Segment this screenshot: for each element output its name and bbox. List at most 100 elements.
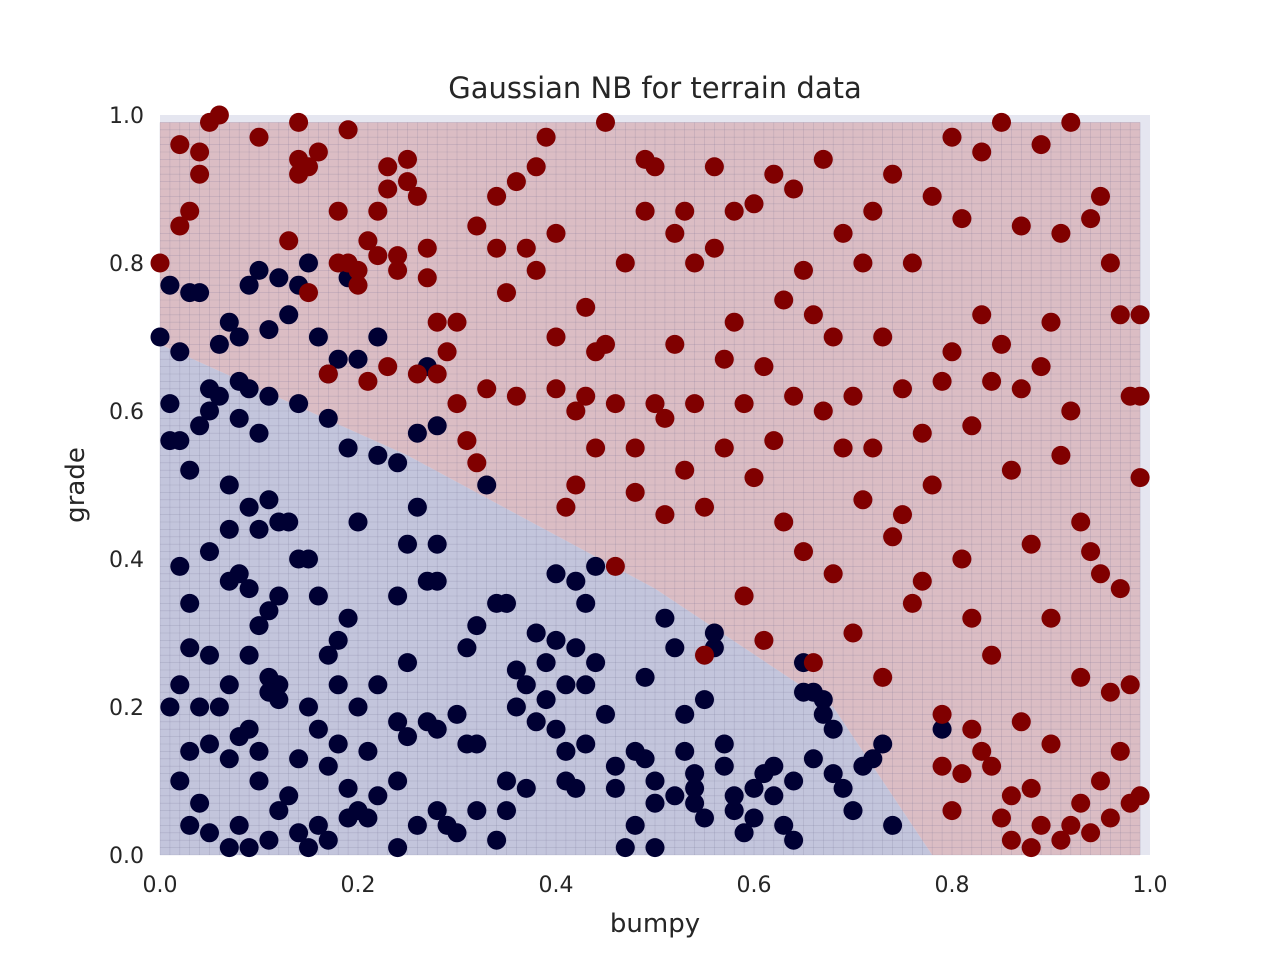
red-data-point — [823, 564, 843, 584]
red-data-point — [853, 490, 873, 510]
blue-data-point — [338, 608, 358, 628]
red-data-point — [744, 194, 764, 214]
red-data-point — [774, 290, 794, 310]
red-data-point — [982, 371, 1002, 391]
red-data-point — [734, 394, 754, 414]
blue-data-point — [566, 638, 586, 658]
blue-data-point — [219, 475, 239, 495]
red-data-point — [655, 505, 675, 525]
blue-data-point — [200, 823, 219, 843]
blue-data-point — [229, 408, 249, 428]
blue-data-point — [774, 815, 794, 835]
red-data-point — [774, 512, 794, 532]
red-data-point — [992, 808, 1011, 828]
red-data-point — [982, 756, 1002, 776]
blue-data-point — [427, 801, 447, 821]
red-data-point — [813, 401, 833, 421]
red-data-point — [487, 186, 507, 206]
red-data-point — [1100, 253, 1120, 273]
x-tick-label: 0.4 — [539, 873, 574, 898]
red-data-point — [1100, 682, 1120, 702]
red-data-point — [209, 105, 229, 125]
red-decision-region — [160, 122, 1141, 855]
red-data-point — [348, 260, 368, 280]
red-data-point — [497, 283, 516, 303]
blue-data-point — [348, 349, 368, 369]
red-data-point — [378, 357, 398, 377]
blue-data-point — [536, 690, 556, 710]
red-data-point — [1110, 305, 1130, 325]
blue-data-point — [784, 830, 804, 850]
red-data-point — [942, 127, 962, 147]
red-data-point — [803, 305, 823, 325]
blue-data-point — [407, 497, 427, 517]
blue-data-point — [190, 416, 210, 436]
blue-data-point — [388, 712, 408, 732]
red-data-point — [764, 431, 784, 451]
red-data-point — [427, 312, 447, 332]
red-data-point — [902, 253, 922, 273]
plot-area — [150, 105, 1150, 858]
blue-data-point — [160, 275, 180, 295]
red-data-point — [378, 157, 398, 177]
red-data-point — [665, 334, 685, 354]
red-data-point — [299, 283, 318, 303]
red-data-point — [724, 312, 744, 332]
blue-data-point — [546, 564, 566, 584]
blue-data-point — [467, 616, 487, 636]
blue-data-point — [576, 734, 596, 754]
blue-data-point — [516, 675, 536, 695]
red-data-point — [427, 364, 447, 384]
red-data-point — [754, 357, 774, 377]
red-data-point — [467, 453, 487, 473]
red-data-point — [566, 475, 586, 495]
blue-data-point — [170, 771, 190, 791]
blue-data-point — [427, 416, 447, 436]
blue-data-point — [219, 838, 239, 858]
blue-data-point — [358, 808, 378, 828]
red-data-point — [932, 756, 952, 776]
red-data-point — [417, 268, 437, 288]
blue-data-point — [239, 838, 259, 858]
red-data-point — [170, 216, 190, 236]
red-data-point — [695, 645, 714, 665]
blue-data-point — [308, 815, 328, 835]
red-data-point — [308, 142, 328, 162]
blue-data-point — [259, 490, 279, 510]
red-data-point — [1081, 823, 1101, 843]
red-data-point — [1041, 312, 1061, 332]
blue-data-point — [318, 756, 338, 776]
red-data-point — [794, 542, 813, 562]
blue-data-point — [299, 253, 318, 273]
red-data-point — [873, 327, 893, 347]
blue-data-point — [388, 453, 408, 473]
red-data-point — [1091, 186, 1110, 206]
blue-data-point — [249, 423, 269, 443]
red-data-point — [348, 275, 368, 295]
red-data-point — [596, 334, 615, 354]
red-data-point — [576, 386, 596, 406]
red-data-point — [368, 246, 388, 266]
y-axis-label: grade — [61, 447, 91, 523]
blue-data-point — [398, 727, 417, 747]
blue-data-point — [586, 653, 606, 673]
blue-data-point — [200, 401, 219, 421]
blue-data-point — [497, 801, 516, 821]
red-data-point — [744, 468, 764, 488]
red-data-point — [863, 201, 883, 221]
blue-data-point — [447, 704, 467, 724]
blue-data-point — [744, 778, 764, 798]
x-tick-label: 1.0 — [1133, 873, 1168, 898]
blue-data-point — [338, 778, 358, 798]
red-data-point — [734, 586, 754, 606]
red-data-point — [615, 253, 635, 273]
red-data-point — [1071, 793, 1091, 813]
red-data-point — [407, 186, 427, 206]
red-data-point — [358, 371, 378, 391]
blue-data-point — [259, 601, 279, 621]
blue-data-point — [289, 394, 309, 414]
red-data-point — [972, 142, 992, 162]
blue-data-point — [219, 749, 239, 769]
blue-data-point — [407, 423, 427, 443]
